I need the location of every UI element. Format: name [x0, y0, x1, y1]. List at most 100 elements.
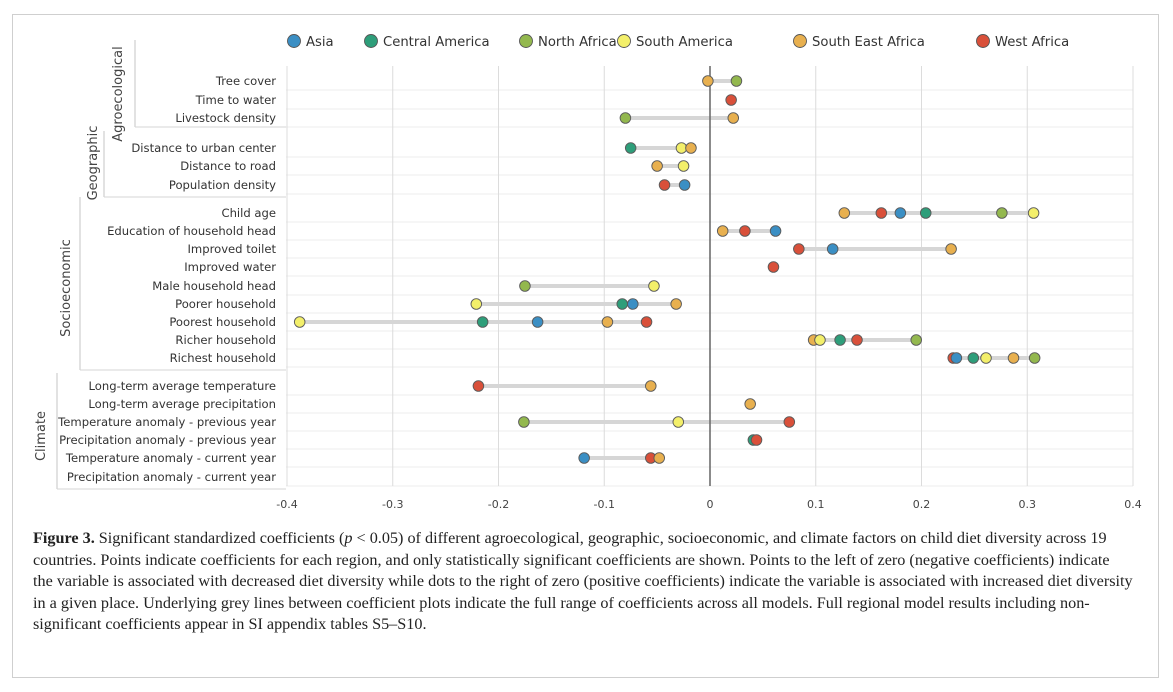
- coefficient-point: [1007, 352, 1020, 364]
- row-label: Population density: [169, 178, 276, 192]
- coefficient-point: [648, 280, 660, 292]
- coefficient-point: [651, 160, 663, 172]
- x-tick-label: 0.3: [1019, 498, 1037, 511]
- legend-label: South East Africa: [812, 35, 925, 50]
- coefficient-point: [793, 243, 805, 255]
- row-label: Precipitation anomaly - previous year: [59, 433, 276, 447]
- coefficient-dot-plot: Tree cover Time to water Livestock density…: [34, 34, 1142, 511]
- group-label: Agroecological: [111, 46, 126, 141]
- figure-caption: Figure 3. Significant standardized coeff…: [33, 528, 1133, 636]
- legend-swatch: [287, 34, 301, 48]
- coefficient-point: [476, 316, 489, 328]
- legend-label: Asia: [306, 35, 334, 50]
- coefficient-point: [769, 225, 782, 237]
- legend-swatch: [519, 34, 533, 48]
- coefficient-point: [518, 416, 530, 428]
- row-label: Precipitation anomaly - current year: [67, 470, 276, 484]
- row-label: Poorest household: [169, 315, 276, 329]
- coefficient-point: [744, 398, 756, 410]
- row-label: Richest household: [170, 351, 276, 365]
- row-label: Temperature anomaly - previous year: [57, 415, 276, 429]
- coefficient-point: [645, 380, 657, 392]
- caption-text-2: < 0.05) of different agroecological, geo…: [33, 529, 1133, 634]
- coefficient-point: [653, 452, 665, 464]
- legend-swatch: [976, 34, 990, 48]
- data-points: [293, 75, 1041, 464]
- p-symbol: p: [344, 529, 353, 547]
- row-label: Distance to road: [180, 159, 276, 173]
- coefficient-point: [838, 207, 851, 219]
- coefficient-point: [750, 434, 763, 446]
- coefficient-point: [672, 416, 685, 428]
- x-tick-label: 0.1: [807, 498, 825, 511]
- coefficient-point: [519, 280, 531, 292]
- coefficient-point: [619, 112, 632, 124]
- group-label: Geographic: [86, 126, 101, 201]
- row-label: Richer household: [175, 333, 276, 347]
- x-tick-label: -0.1: [594, 498, 615, 511]
- coefficient-point: [470, 298, 483, 310]
- x-tick-label: 0: [707, 498, 714, 511]
- row-label: Poorer household: [175, 297, 276, 311]
- x-tick-label: 0.2: [913, 498, 931, 511]
- group-brackets: Agroecological Geographic Socioeconomic Cli…: [34, 40, 286, 490]
- x-tick-labels: -0.4 -0.3 -0.2 -0.1 0 0.1 0.2 0.3 0.4: [276, 498, 1141, 511]
- coefficient-point: [814, 334, 826, 346]
- legend-swatch: [793, 34, 807, 48]
- group-label: Climate: [34, 411, 49, 461]
- legend-swatch: [364, 34, 378, 48]
- coefficient-point: [578, 452, 590, 464]
- legend-label: North Africa: [538, 35, 617, 50]
- coefficient-point: [767, 261, 780, 273]
- coefficient-point: [783, 416, 796, 428]
- group-label: Socioeconomic: [59, 239, 74, 337]
- coefficient-point: [472, 380, 485, 392]
- row-label: Long-term average precipitation: [88, 397, 276, 411]
- coefficient-point: [601, 316, 614, 328]
- coefficient-point: [1027, 207, 1040, 219]
- row-label: Long-term average temperature: [89, 379, 276, 393]
- row-label: Tree cover: [215, 74, 276, 88]
- coefficient-point: [967, 352, 980, 364]
- coefficient-point: [678, 179, 691, 191]
- coefficient-point: [640, 316, 653, 328]
- coefficient-point: [716, 225, 729, 237]
- row-label: Improved toilet: [188, 242, 277, 256]
- legend-label: South America: [636, 35, 733, 50]
- x-tick-label: -0.2: [488, 498, 509, 511]
- caption-text-1: Significant standardized coefficients (: [94, 529, 345, 547]
- coefficient-point: [702, 75, 714, 87]
- coefficient-point: [675, 142, 688, 154]
- legend-label: West Africa: [995, 35, 1069, 50]
- coefficient-point: [980, 352, 992, 364]
- row-label: Education of household head: [107, 224, 276, 238]
- coefficient-point: [730, 75, 743, 87]
- coefficient-point: [685, 142, 697, 154]
- row-label: Time to water: [195, 93, 277, 107]
- row-labels: Tree cover Time to water Livestock density…: [57, 74, 276, 484]
- coefficient-point: [1028, 352, 1041, 364]
- coefficient-point: [996, 207, 1008, 219]
- figure-frame: [12, 14, 1159, 678]
- coefficient-point: [725, 94, 737, 106]
- coefficient-point: [293, 316, 306, 328]
- coefficient-point: [739, 225, 751, 237]
- coefficient-point: [531, 316, 544, 328]
- coefficient-point: [945, 243, 957, 255]
- coefficient-point: [677, 160, 690, 172]
- row-label: Improved water: [184, 260, 276, 274]
- coefficient-point: [616, 298, 628, 310]
- coefficient-point: [627, 298, 639, 310]
- coefficient-point: [919, 207, 932, 219]
- legend-swatch: [617, 34, 631, 48]
- row-label: Male household head: [152, 279, 276, 293]
- row-label: Temperature anomaly - current year: [65, 451, 276, 465]
- coefficient-point: [875, 207, 888, 219]
- coefficient-point: [851, 334, 863, 346]
- coefficient-point: [624, 142, 637, 154]
- figure-label: Figure 3.: [33, 529, 95, 547]
- x-tick-label: -0.4: [276, 498, 297, 511]
- legend-label: Central America: [383, 35, 490, 50]
- coefficient-point: [910, 334, 922, 346]
- coefficient-point: [950, 352, 963, 364]
